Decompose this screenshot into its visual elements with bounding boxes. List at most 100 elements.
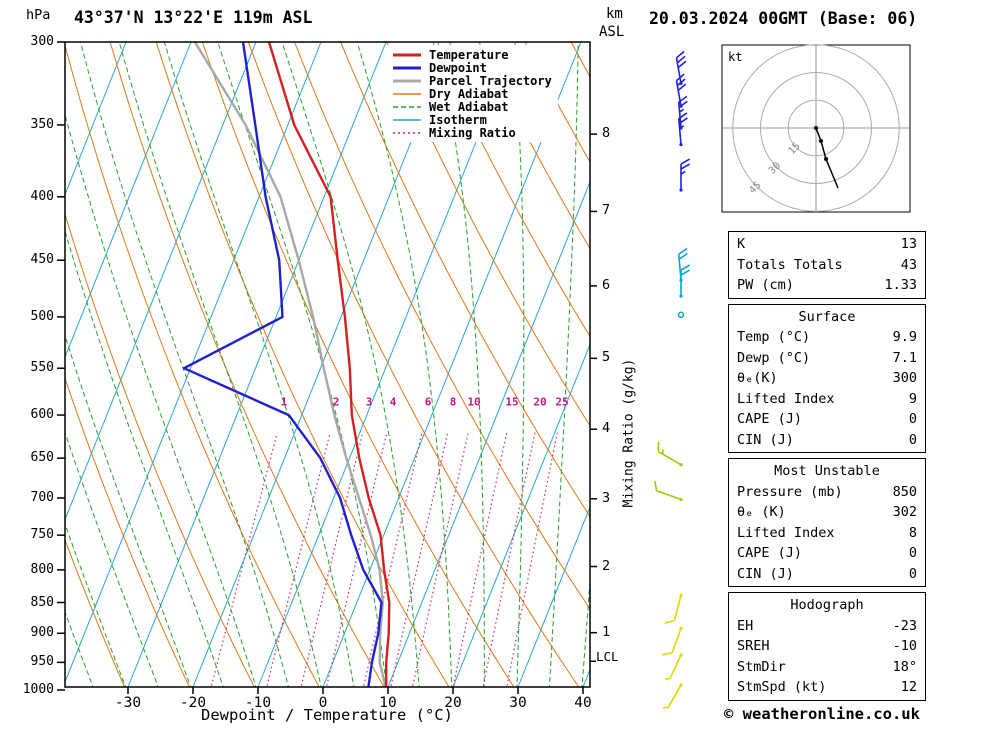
mixing-ratio-label: 8 bbox=[449, 395, 457, 409]
indices-table: Hodograph EH -23 SREH -10 StmDir 18° StmSpd (kt… bbox=[728, 592, 926, 701]
wind-barb bbox=[657, 441, 683, 467]
table-header: Hodograph bbox=[790, 597, 864, 613]
row-label: Pressure (mb) bbox=[737, 483, 843, 500]
mixing-ratio-label: 4 bbox=[389, 395, 397, 409]
pressure-tick-label: 600 bbox=[30, 407, 54, 423]
row-label: Lifted Index bbox=[737, 524, 835, 541]
x-axis-title: Dewpoint / Temperature (°C) bbox=[201, 706, 453, 724]
temperature-line bbox=[267, 42, 391, 687]
km-tick-label: 3 bbox=[602, 489, 611, 506]
table-row: Lifted Index 9 bbox=[729, 389, 925, 410]
table-row: StmDir 18° bbox=[729, 657, 925, 678]
row-value: 300 bbox=[892, 370, 917, 386]
legend-label: Mixing Ratio bbox=[429, 125, 516, 140]
parcel-trajectory-line bbox=[193, 42, 387, 687]
legend-item: Isotherm bbox=[392, 113, 552, 127]
mixing-ratio-label: 10 bbox=[467, 395, 481, 409]
temp-tick-label: -30 bbox=[114, 695, 142, 711]
wind-barb-calm bbox=[677, 311, 685, 319]
indices-tables: K 13 Totals Totals 43 PW (cm) 1.33 Surface Temp… bbox=[728, 231, 926, 706]
sounding-curves bbox=[182, 42, 391, 687]
km-tick-label: 7 bbox=[602, 202, 611, 219]
row-label: PW (cm) bbox=[737, 277, 794, 293]
table-header: Most Unstable bbox=[774, 463, 880, 479]
row-label: CAPE (J) bbox=[737, 545, 803, 561]
row-value: 13 bbox=[900, 236, 917, 252]
row-value: 9.9 bbox=[892, 329, 917, 345]
legend-line-sample bbox=[393, 105, 421, 108]
row-value: 8 bbox=[908, 524, 917, 541]
legend-line-sample bbox=[393, 131, 421, 134]
km-tick-label: 8 bbox=[602, 125, 611, 142]
legend-line-sample bbox=[393, 53, 421, 56]
wind-barb bbox=[677, 247, 688, 282]
temp-tick-label: 40 bbox=[574, 695, 592, 711]
pressure-unit-label: hPa bbox=[26, 7, 51, 23]
pressure-tick-label: 750 bbox=[30, 527, 54, 543]
row-value: 9 bbox=[908, 390, 917, 407]
pressure-tick-label: 500 bbox=[30, 308, 54, 324]
row-value: -23 bbox=[892, 617, 917, 634]
background-grid bbox=[65, 42, 590, 687]
table-row: θₑ(K) 300 bbox=[729, 368, 925, 389]
mixing-ratio-label: 6 bbox=[424, 395, 432, 409]
table-row: Lifted Index 8 bbox=[729, 523, 925, 544]
legend-item: Temperature bbox=[392, 47, 552, 62]
pressure-tick-label: 850 bbox=[30, 594, 54, 610]
row-value: 850 bbox=[892, 483, 917, 500]
legend-label: Wet Adiabat bbox=[429, 99, 509, 114]
mixing-ratio-label: 3 bbox=[365, 395, 373, 409]
table-row: K 13 bbox=[729, 234, 925, 255]
table-row: θₑ (K) 302 bbox=[729, 502, 925, 523]
row-label: θₑ(K) bbox=[737, 370, 778, 386]
row-label: CAPE (J) bbox=[737, 411, 803, 427]
row-label: StmDir bbox=[737, 658, 786, 675]
km-tick-label: 5 bbox=[602, 349, 611, 366]
row-label: K bbox=[737, 236, 746, 252]
pressure-tick-label: 800 bbox=[30, 561, 54, 577]
km-tick-label: 2 bbox=[602, 557, 611, 574]
row-label: Totals Totals bbox=[737, 256, 843, 273]
temp-tick-label: 20 bbox=[444, 695, 462, 711]
row-label: Dewp (°C) bbox=[737, 349, 811, 366]
axes bbox=[57, 41, 597, 694]
row-label: Lifted Index bbox=[737, 390, 835, 407]
pressure-tick-label: 1000 bbox=[22, 681, 54, 697]
mixing-ratio-label: 2 bbox=[332, 395, 340, 409]
pressure-tick-label: 400 bbox=[30, 188, 54, 204]
legend-label: Temperature bbox=[429, 47, 509, 62]
temp-tick-label: 10 bbox=[379, 695, 397, 711]
hodograph-unit-label: kt bbox=[728, 50, 743, 64]
mixing-ratio-label: 20 bbox=[533, 395, 547, 409]
pressure-tick-label: 350 bbox=[30, 116, 54, 132]
table-row: CIN (J) 0 bbox=[729, 564, 925, 585]
wind-barb-column bbox=[654, 50, 691, 709]
table-row: CIN (J) 0 bbox=[729, 430, 925, 451]
row-label: Temp (°C) bbox=[737, 329, 811, 345]
temp-tick-label: -10 bbox=[244, 695, 272, 711]
km-axis-unit: km bbox=[606, 6, 623, 22]
lcl-label: LCL bbox=[596, 649, 619, 664]
km-tick-label: 6 bbox=[602, 276, 611, 293]
wind-barb bbox=[663, 683, 683, 709]
legend-line-sample bbox=[393, 66, 421, 69]
row-value: 0 bbox=[908, 411, 917, 427]
wind-barb bbox=[677, 112, 688, 147]
row-label: CIN (J) bbox=[737, 565, 794, 582]
pressure-tick-label: 550 bbox=[30, 360, 54, 376]
row-value: -10 bbox=[892, 638, 917, 654]
pressure-tick-label: 450 bbox=[30, 252, 54, 268]
row-label: StmSpd (kt) bbox=[737, 679, 827, 695]
wind-barb bbox=[664, 653, 683, 680]
km-axis-asl: ASL bbox=[599, 24, 625, 40]
table-row: StmSpd (kt) 12 bbox=[729, 677, 925, 698]
row-value: 1.33 bbox=[884, 277, 917, 293]
table-row: Pressure (mb) 850 bbox=[729, 482, 925, 503]
legend-item: Parcel Trajectory bbox=[392, 74, 552, 88]
row-value: 12 bbox=[900, 679, 917, 695]
table-header: Surface bbox=[798, 308, 856, 325]
legend-item: Dewpoint bbox=[392, 61, 552, 75]
pressure-tick-label: 300 bbox=[30, 34, 54, 49]
temp-tick-label: -20 bbox=[179, 695, 207, 711]
